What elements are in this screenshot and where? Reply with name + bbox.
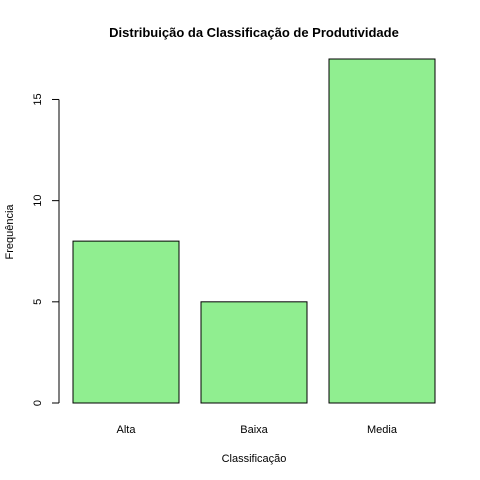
x-axis-tick-labels: Alta Baixa Media	[117, 424, 398, 436]
x-axis-label: Classificação	[222, 453, 287, 465]
y-tick-label: 15	[32, 93, 44, 105]
chart-title: Distribuição da Classificação de Produti…	[109, 25, 399, 40]
x-tick-label: Alta	[117, 424, 137, 436]
bar-baixa	[200, 301, 308, 404]
bar-media	[328, 58, 436, 404]
x-tick-label: Baixa	[240, 424, 268, 436]
bar-alta	[72, 240, 180, 404]
y-tick-label: 5	[32, 299, 44, 305]
y-axis-label: Frequência	[4, 204, 16, 260]
y-axis: 0 5 10 15	[32, 93, 60, 406]
x-tick-label: Media	[367, 424, 398, 436]
y-tick-label: 0	[32, 400, 44, 406]
y-tick-label: 10	[32, 195, 44, 207]
bars-group	[72, 58, 436, 404]
